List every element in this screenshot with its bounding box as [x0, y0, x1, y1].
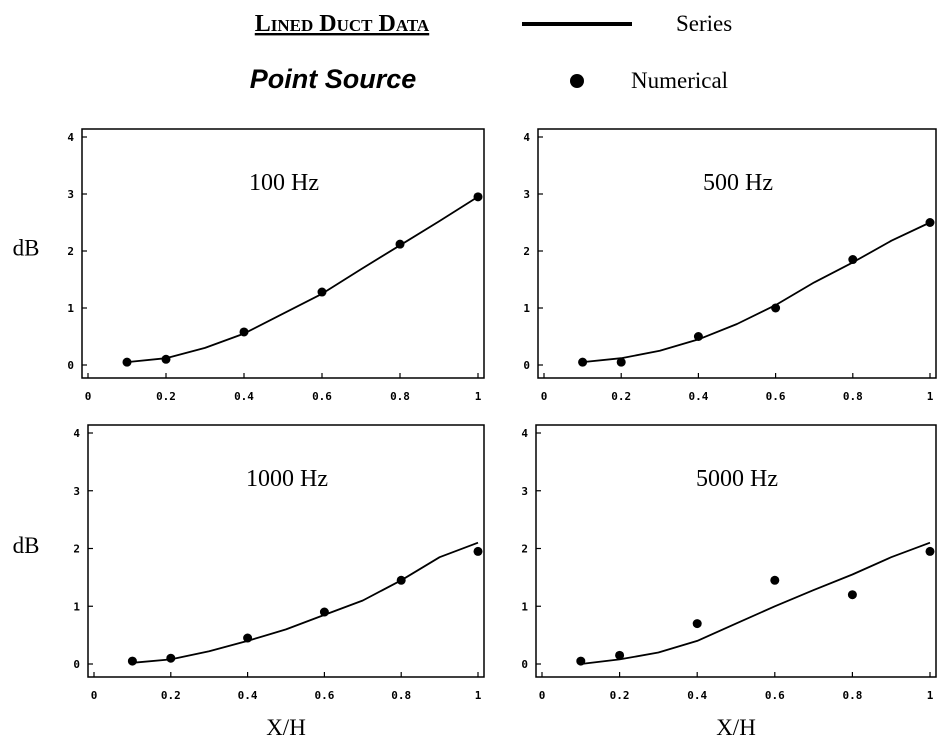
- numerical-point: [847, 590, 857, 600]
- numerical-point: [473, 546, 483, 556]
- numerical-point: [395, 239, 405, 249]
- y-tick-label: 0: [523, 359, 530, 372]
- numerical-point: [122, 357, 132, 367]
- y-axis-label: dB: [13, 236, 40, 261]
- x-tick-label: 0.4: [238, 689, 258, 702]
- x-tick-label: 0.2: [611, 390, 631, 403]
- x-tick-label: 0: [85, 390, 92, 403]
- numerical-point: [925, 218, 935, 227]
- numerical-point: [161, 354, 171, 364]
- panel-label-5000hz: 5000 Hz: [696, 466, 778, 492]
- x-tick-label: 0.2: [610, 689, 630, 702]
- numerical-point: [127, 656, 137, 666]
- numerical-point: [925, 546, 935, 556]
- y-tick-label: 0: [73, 658, 80, 671]
- numerical-point: [771, 303, 781, 313]
- x-axis-label: X/H: [716, 715, 756, 740]
- numerical-point: [317, 287, 327, 297]
- x-tick-label: 0.6: [312, 390, 332, 403]
- x-tick-label: 1: [927, 689, 934, 702]
- y-tick-label: 4: [67, 131, 74, 144]
- y-tick-label: 2: [67, 245, 74, 258]
- figure-subtitle: Point Source: [250, 64, 417, 94]
- y-tick-label: 1: [521, 600, 528, 613]
- y-tick-label: 3: [521, 485, 528, 498]
- x-axis-label: X/H: [266, 715, 306, 740]
- x-tick-label: 0.8: [390, 390, 410, 403]
- y-tick-label: 3: [67, 188, 74, 201]
- figure-title: Lined Duct Data: [255, 11, 430, 37]
- numerical-point: [396, 575, 406, 585]
- y-tick-label: 4: [73, 427, 80, 440]
- x-tick-label: 0.4: [687, 689, 707, 702]
- panel-label-1000hz: 1000 Hz: [246, 466, 328, 492]
- x-tick-label: 1: [475, 689, 482, 702]
- x-tick-label: 0: [541, 390, 548, 403]
- numerical-point: [166, 653, 176, 663]
- x-tick-label: 0.2: [156, 390, 176, 403]
- x-tick-label: 0.6: [766, 390, 786, 403]
- legend-dot-marker: [570, 74, 584, 88]
- x-tick-label: 0: [539, 689, 546, 702]
- series-line: [126, 196, 479, 363]
- x-tick-label: 1: [927, 390, 934, 403]
- numerical-point: [615, 650, 625, 660]
- y-tick-label: 1: [73, 600, 80, 613]
- x-tick-label: 0.6: [314, 689, 334, 702]
- panel-5000hz: 0 1 2 3 4 0 0.2 0.4 0.6 0.8 1 5000 Hz X/H: [521, 424, 937, 740]
- numerical-point: [693, 332, 703, 341]
- panel-label-500hz: 500 Hz: [703, 170, 773, 196]
- plot-frame-1000hz: [87, 424, 485, 678]
- x-tick-label: 0.8: [391, 689, 411, 702]
- y-axis-label: dB: [13, 533, 40, 558]
- y-tick-label: 2: [523, 245, 530, 258]
- x-tick-label: 0.6: [765, 689, 785, 702]
- series-line: [132, 541, 479, 664]
- numerical-point: [319, 607, 329, 617]
- numerical-point: [770, 575, 780, 585]
- legend-numerical-label: Numerical: [631, 68, 728, 93]
- numerical-point: [243, 633, 253, 643]
- x-tick-label: 0: [91, 689, 98, 702]
- x-tick-label: 0.4: [688, 390, 708, 403]
- x-tick-label: 0.4: [234, 390, 254, 403]
- x-tick-label: 0.8: [842, 689, 862, 702]
- plot-frame-100hz: [81, 128, 485, 379]
- numerical-point: [616, 357, 626, 367]
- panel-500hz: 0 1 2 3 4 0 0.2 0.4 0.6 0.8 1 500 Hz: [523, 128, 937, 403]
- y-tick-label: 0: [521, 658, 528, 671]
- x-tick-label: 1: [475, 390, 482, 403]
- series-line: [582, 221, 931, 363]
- y-tick-label: 1: [523, 302, 530, 315]
- y-tick-label: 2: [73, 543, 80, 556]
- series-line: [580, 541, 931, 665]
- numerical-point: [576, 656, 586, 666]
- y-tick-label: 3: [73, 485, 80, 498]
- numerical-point: [578, 357, 588, 367]
- y-tick-label: 1: [67, 302, 74, 315]
- x-tick-label: 0.8: [843, 390, 863, 403]
- panel-label-100hz: 100 Hz: [249, 170, 319, 196]
- legend-series-label: Series: [676, 11, 732, 36]
- x-tick-label: 0.2: [161, 689, 181, 702]
- y-tick-label: 3: [523, 188, 530, 201]
- panel-100hz: 0 1 2 3 4 0 0.2 0.4 0.6 0.8 1 100 Hz dB: [13, 128, 485, 403]
- plot-frame-500hz: [537, 128, 937, 379]
- y-tick-label: 4: [523, 131, 530, 144]
- numerical-point: [473, 192, 483, 202]
- y-tick-label: 0: [67, 359, 74, 372]
- y-tick-label: 4: [521, 427, 528, 440]
- y-tick-label: 2: [521, 543, 528, 556]
- numerical-point: [692, 619, 702, 629]
- plot-frame-5000hz: [535, 424, 937, 678]
- numerical-point: [239, 327, 249, 337]
- panel-1000hz: 0 1 2 3 4 0 0.2 0.4 0.6 0.8 1 1000 Hz dB X/H: [13, 424, 485, 740]
- numerical-point: [848, 255, 858, 265]
